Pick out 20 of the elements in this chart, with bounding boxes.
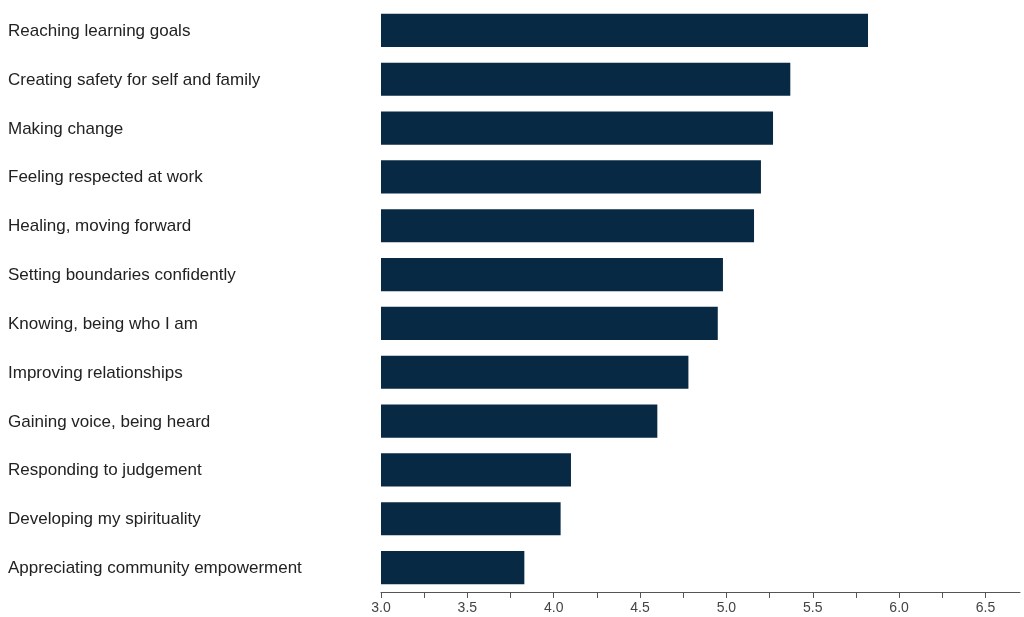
x-tick-label: 4.0 [543,599,564,615]
x-tick-label: 3.0 [371,599,391,615]
y-tick-label: Setting boundaries confidently [8,265,237,285]
y-tick-label: Knowing, being who I am [8,313,198,333]
y-tick-label: Feeling respected at work [8,167,204,187]
y-tick-label: Improving relationships [8,362,183,382]
x-tick-label: 6.5 [975,599,996,615]
y-tick-label: Making change [8,118,124,138]
y-tick-label: Developing my spirituality [8,509,202,529]
x-tick-label: 6.0 [889,599,910,615]
y-tick-label: Healing, moving forward [8,216,192,236]
y-tick-label: Responding to judgement [8,460,203,480]
x-tick-label: 4.5 [630,599,650,615]
x-tick-label: 5.5 [803,599,823,615]
y-tick-label: Appreciating community empowerment [8,558,303,578]
y-tick-label: Gaining voice, being heard [8,411,211,431]
y-tick-label: Creating safety for self and family [8,69,261,89]
x-tick-label: 3.5 [457,599,478,615]
y-tick-label: Reaching learning goals [8,20,191,40]
x-tick-label: 5.0 [716,599,737,615]
